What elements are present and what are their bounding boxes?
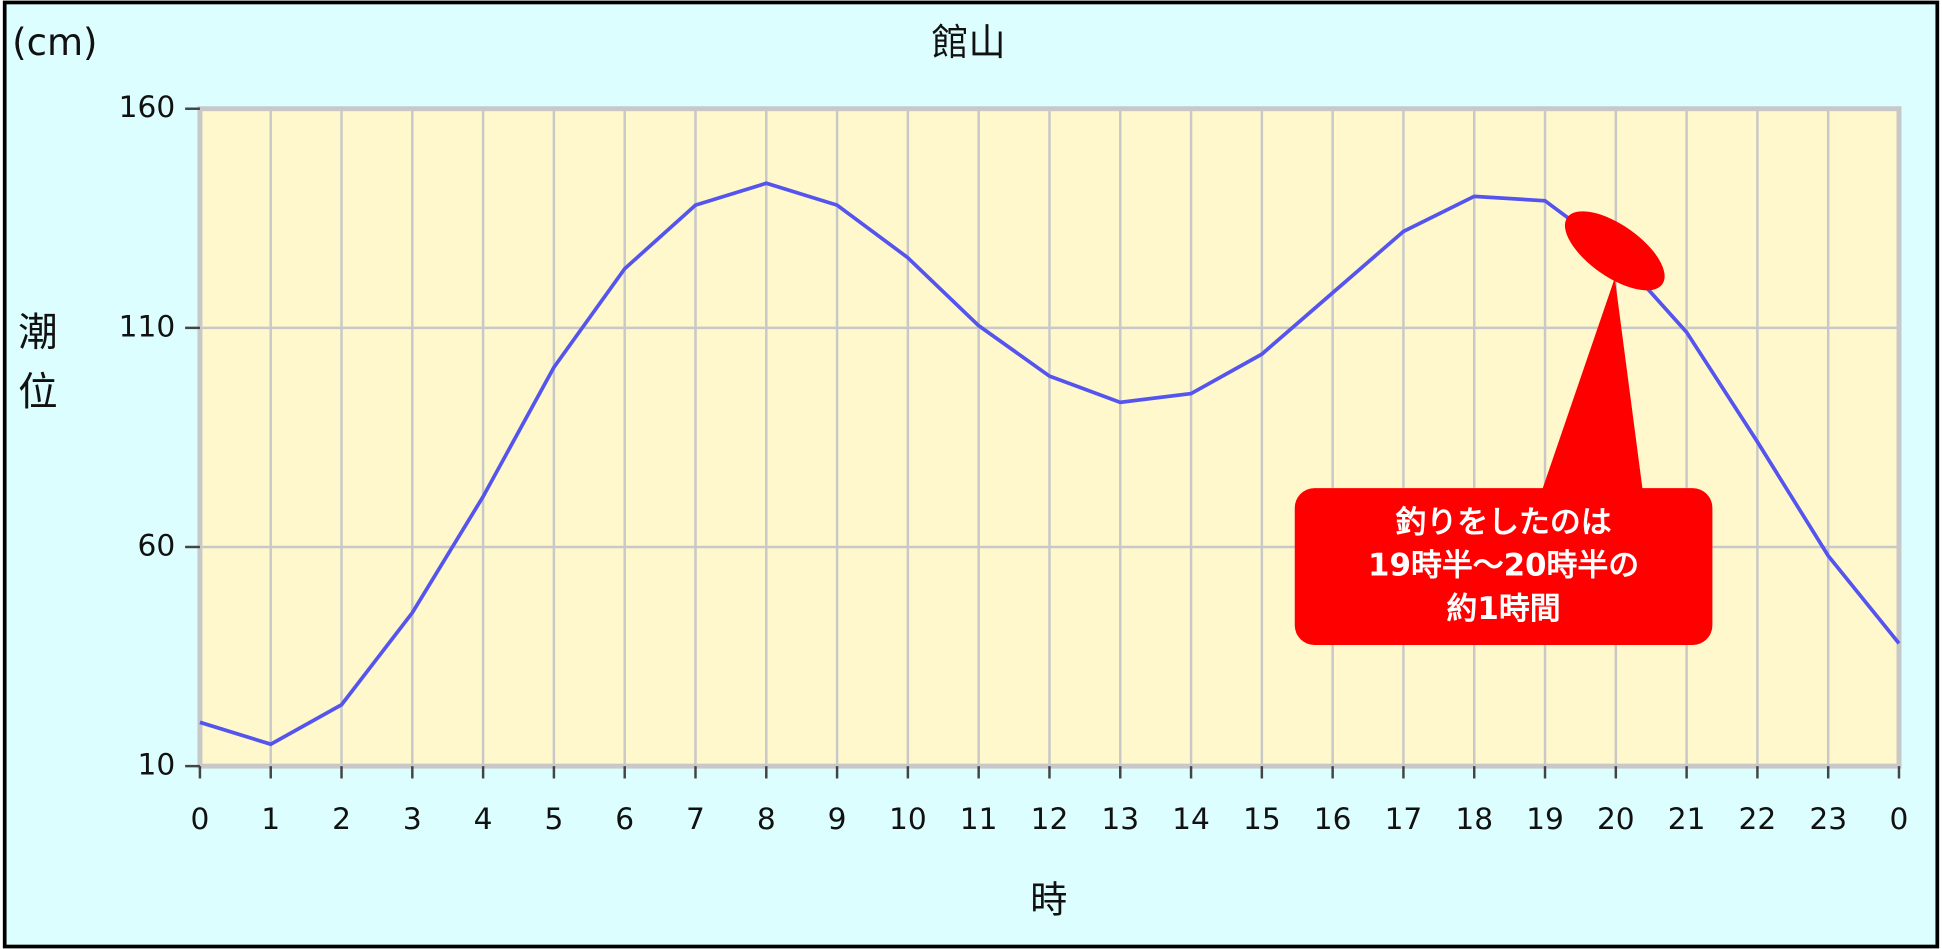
- x-tick-label: 1: [261, 801, 280, 836]
- x-tick-label: 18: [1455, 801, 1493, 836]
- x-tick-label: 8: [757, 801, 776, 836]
- x-tick-label: 15: [1243, 801, 1281, 836]
- y-unit: (cm): [12, 21, 97, 64]
- x-tick-label: 16: [1314, 801, 1352, 836]
- x-tick-label: 19: [1526, 801, 1564, 836]
- x-tick-label: 5: [544, 801, 563, 836]
- x-tick-label: 14: [1172, 801, 1210, 836]
- x-tick-label: 21: [1668, 801, 1706, 836]
- x-tick-label: 3: [403, 801, 422, 836]
- callout: [1294, 211, 1713, 646]
- x-tick-label: 10: [889, 801, 927, 836]
- y-tick-label: 10: [138, 747, 176, 782]
- x-tick-label: 17: [1385, 801, 1423, 836]
- y-tick-label: 160: [119, 89, 176, 124]
- callout-box: [1294, 488, 1713, 646]
- x-tick-label: 20: [1597, 801, 1635, 836]
- y-tick-label: 110: [119, 308, 176, 343]
- x-tick-label: 13: [1101, 801, 1139, 836]
- chart-title: 館山: [931, 21, 1005, 64]
- x-tick-label: 4: [474, 801, 493, 836]
- x-axis-label: 時: [1030, 879, 1067, 922]
- x-tick-label: 11: [960, 801, 998, 836]
- x-tick-label: 9: [828, 801, 847, 836]
- x-tick-label: 22: [1739, 801, 1777, 836]
- highlight-ellipse: [1564, 211, 1665, 291]
- x-tick-label: 0: [191, 801, 210, 836]
- x-tick-label: 12: [1031, 801, 1069, 836]
- callout-pointer: [1540, 278, 1644, 495]
- annotation-text: 約1時間: [1447, 591, 1561, 627]
- x-tick-label: 2: [332, 801, 351, 836]
- x-tick-label: 6: [615, 801, 634, 836]
- annotation-text: 釣りをしたのは: [1396, 504, 1612, 540]
- annotation-text: 19時半～20時半の: [1368, 548, 1639, 584]
- x-tick-label: 23: [1809, 801, 1847, 836]
- x-tick-label: 7: [686, 801, 705, 836]
- y-axis-label: 潮位: [11, 311, 57, 430]
- y-tick-label: 60: [138, 527, 176, 562]
- x-tick-label: 0: [1890, 801, 1909, 836]
